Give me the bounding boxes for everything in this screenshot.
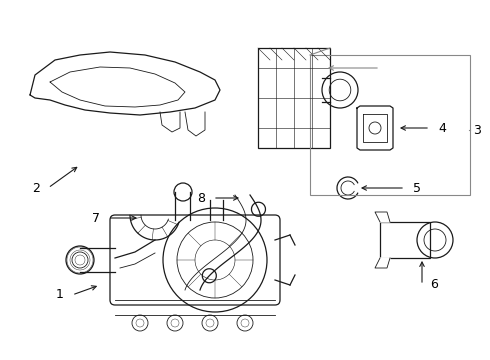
Text: 3: 3 <box>473 123 481 136</box>
Text: 7: 7 <box>92 212 100 225</box>
Text: 8: 8 <box>197 192 205 204</box>
Text: 1: 1 <box>56 288 64 302</box>
Polygon shape <box>375 212 390 222</box>
Text: 6: 6 <box>430 279 438 292</box>
Polygon shape <box>375 258 390 268</box>
Text: 5: 5 <box>413 181 421 194</box>
Text: 2: 2 <box>32 181 40 194</box>
Bar <box>258 48 330 148</box>
Text: 4: 4 <box>438 122 446 135</box>
Bar <box>310 55 470 195</box>
Bar <box>380 222 430 258</box>
